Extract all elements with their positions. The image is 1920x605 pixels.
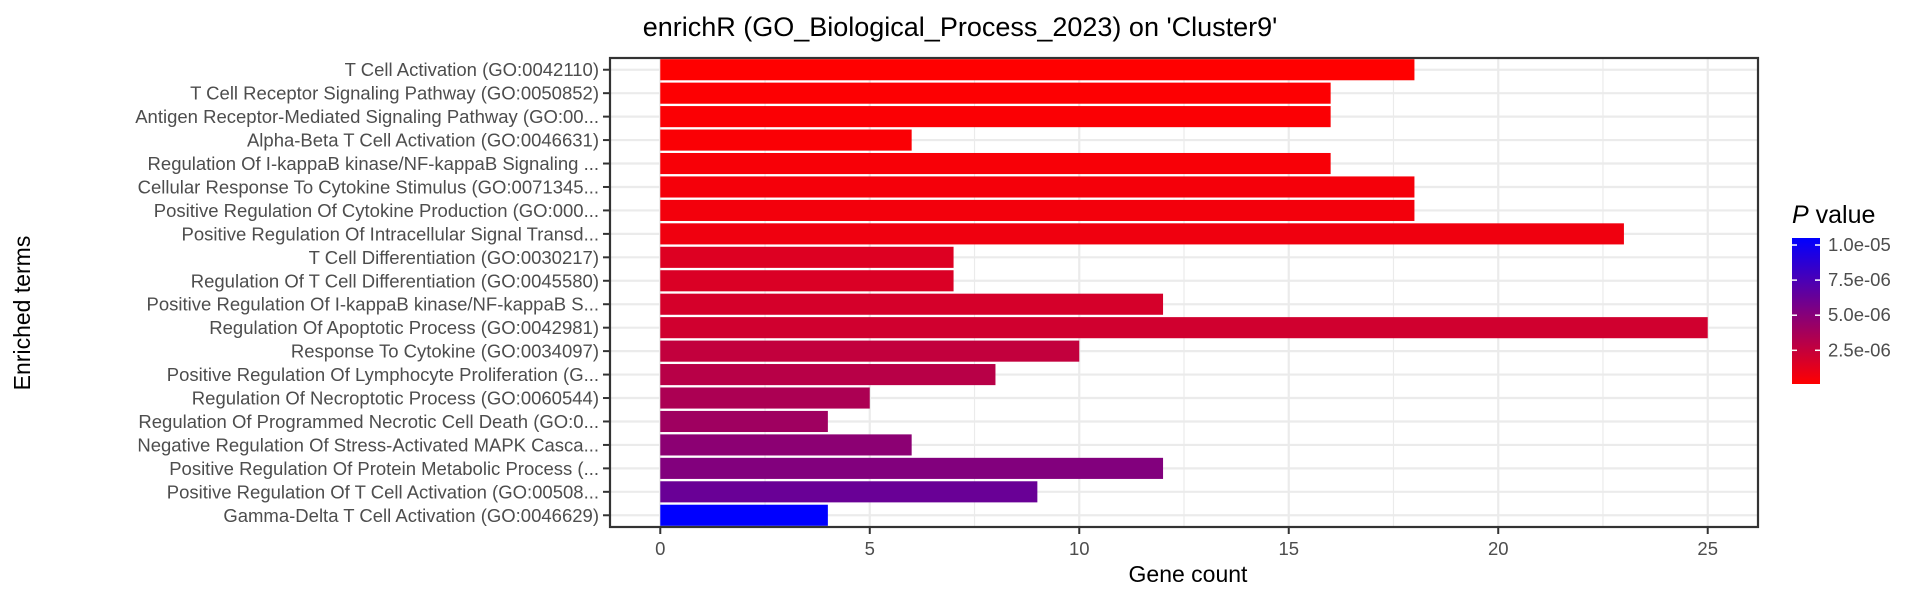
y-tick-label: Regulation Of Programmed Necrotic Cell D… [138, 411, 599, 432]
plot-border [608, 56, 1760, 529]
bar [660, 106, 1331, 128]
bar [660, 317, 1708, 339]
x-tick-label: 15 [1278, 538, 1299, 559]
y-tick-label: T Cell Receptor Signaling Pathway (GO:00… [190, 83, 599, 104]
y-tick-label: Gamma-Delta T Cell Activation (GO:004662… [223, 505, 599, 526]
bar [660, 457, 1164, 479]
y-axis-title: Enriched terms [9, 236, 35, 391]
bar [660, 152, 1331, 175]
y-tick-label: Regulation Of I-kappaB kinase/NF-kappaB … [148, 153, 599, 174]
legend-colorbar [1792, 238, 1820, 384]
x-tick-label: 10 [1069, 538, 1090, 559]
legend-label: 1.0e-05 [1828, 234, 1891, 255]
y-tick-label: Positive Regulation Of I-kappaB kinase/N… [147, 294, 599, 315]
y-tick-label: Positive Regulation Of Intracellular Sig… [182, 223, 600, 244]
bar [660, 481, 1038, 503]
y-tick-label: Regulation Of T Cell Differentiation (GO… [191, 270, 599, 291]
y-tick-label: Positive Regulation Of Protein Metabolic… [169, 458, 599, 479]
bar [660, 176, 1415, 198]
legend-title-rest: value [1809, 201, 1876, 229]
y-tick-label: Regulation Of Apoptotic Process (GO:0042… [209, 317, 599, 338]
plot-area: T Cell Activation (GO:0042110) T Cell Rec… [135, 56, 1760, 559]
bar [660, 293, 1164, 315]
bar [660, 199, 1415, 221]
y-tick-label: Negative Regulation Of Stress-Activated … [137, 434, 599, 455]
legend-label: 5.0e-06 [1828, 304, 1891, 325]
bar [660, 340, 1080, 362]
x-tick-label: 20 [1488, 538, 1509, 559]
y-tick-label: T Cell Activation (GO:0042110) [345, 59, 599, 80]
legend-title: P value [1792, 201, 1875, 229]
bar [660, 270, 954, 292]
y-tick-label: Regulation Of Necroptotic Process (GO:00… [192, 388, 599, 409]
bar [660, 410, 828, 433]
y-tick-label: Antigen Receptor-Mediated Signaling Path… [135, 106, 599, 127]
bar [660, 59, 1415, 81]
bar [660, 364, 996, 386]
legend-title-italic: P [1792, 201, 1809, 229]
bar [660, 387, 870, 409]
chart-title: enrichR (GO_Biological_Process_2023) on … [643, 12, 1278, 42]
bar [660, 246, 954, 268]
y-tick-label: Positive Regulation Of Lymphocyte Prolif… [167, 364, 599, 385]
legend-label: 2.5e-06 [1828, 339, 1891, 360]
legend-label: 7.5e-06 [1828, 269, 1891, 290]
bar [660, 504, 828, 526]
y-tick-label: Response To Cytokine (GO:0034097) [291, 341, 599, 362]
x-tick-label: 5 [865, 538, 875, 559]
bar [660, 82, 1331, 104]
y-tick-label: Alpha-Beta T Cell Activation (GO:0046631… [247, 130, 599, 151]
y-tick-label: Cellular Response To Cytokine Stimulus (… [138, 176, 599, 197]
bar [660, 434, 912, 456]
y-tick-label: Positive Regulation Of Cytokine Producti… [154, 200, 599, 221]
x-tick-label: 0 [655, 538, 665, 559]
bar [660, 129, 912, 151]
legend: P value 1.0e-05 7.5e-06 5.0e-06 2.5e-06 [1792, 201, 1891, 384]
x-axis-title: Gene count [1129, 561, 1249, 587]
x-tick-label: 25 [1697, 538, 1718, 559]
y-tick-label: Positive Regulation Of T Cell Activation… [167, 481, 599, 502]
y-tick-label: T Cell Differentiation (GO:0030217) [309, 247, 599, 268]
bar [660, 223, 1624, 245]
